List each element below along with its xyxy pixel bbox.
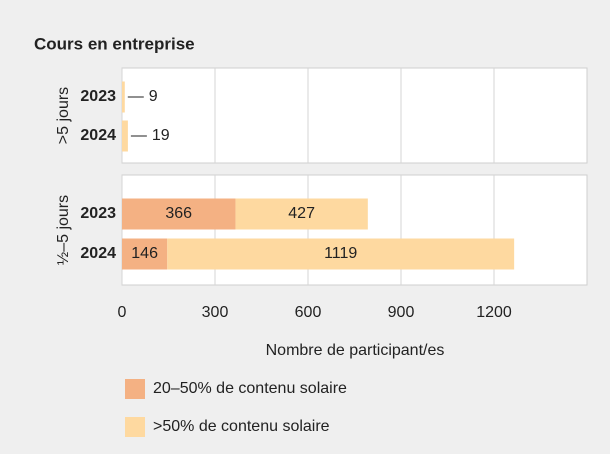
data-label: 366 xyxy=(165,205,192,222)
x-tick-label: 0 xyxy=(118,304,127,321)
group-label: >5 jours xyxy=(55,87,72,144)
x-axis-label: Nombre de participant/es xyxy=(266,342,445,359)
data-label: 9 xyxy=(149,88,158,105)
legend-label: >50% de contenu solaire xyxy=(153,418,330,435)
bar-segment xyxy=(235,198,368,230)
data-label: 146 xyxy=(131,245,158,262)
legend-swatch xyxy=(125,379,145,399)
legend-label: 20–50% de contenu solaire xyxy=(153,380,347,397)
group-label: ½–5 jours xyxy=(55,195,72,265)
data-label: 19 xyxy=(152,127,170,144)
y-tick-label: 2023 xyxy=(80,88,116,105)
bar-segment xyxy=(122,238,168,270)
x-tick-label: 900 xyxy=(388,304,415,321)
x-tick-label: 600 xyxy=(295,304,322,321)
y-tick-label: 2023 xyxy=(80,205,116,222)
y-tick-label: 2024 xyxy=(80,245,116,262)
data-label: 427 xyxy=(288,205,315,222)
x-tick-label: 1200 xyxy=(476,304,512,321)
bar-segment xyxy=(122,81,125,113)
data-label: 1119 xyxy=(324,245,357,262)
bar-segment xyxy=(122,198,236,230)
bar-segment xyxy=(167,238,515,270)
x-tick-label: 300 xyxy=(202,304,229,321)
bar-segment xyxy=(122,120,128,152)
chart-title: Cours en entreprise xyxy=(34,34,195,53)
y-tick-label: 2024 xyxy=(80,127,116,144)
legend-swatch xyxy=(125,417,145,437)
panel xyxy=(121,67,588,164)
